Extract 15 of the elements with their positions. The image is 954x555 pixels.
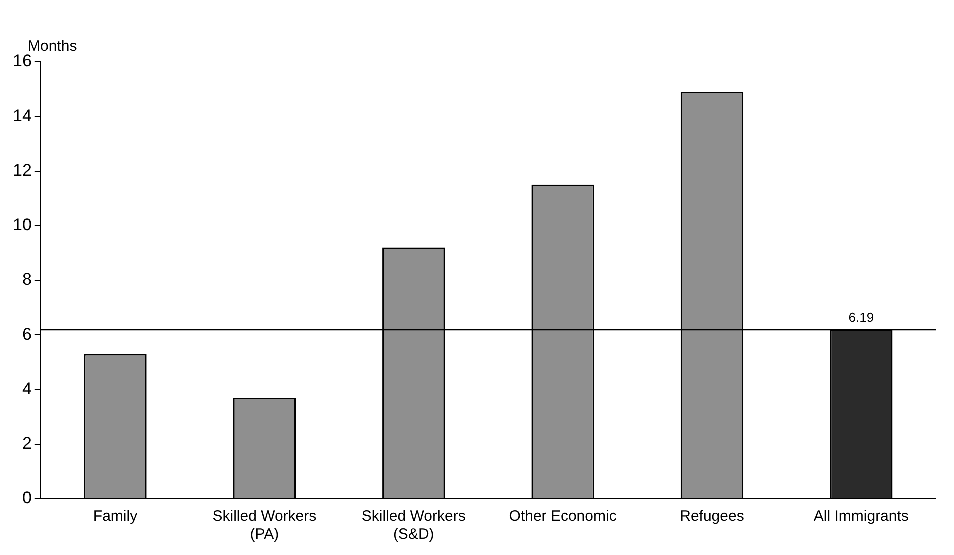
x-tick-label: Skilled Workers (PA) xyxy=(212,508,317,544)
x-tick-label: Other Economic xyxy=(509,508,618,526)
x-tick-label: Refugees xyxy=(680,508,744,526)
x-tick-label: Skilled Workers (S&D) xyxy=(362,508,466,544)
y-tick-label: 6 xyxy=(22,324,32,344)
y-tick-label: 4 xyxy=(22,379,32,398)
y-tick-label: 14 xyxy=(12,106,32,126)
y-tick-label: 12 xyxy=(12,160,32,180)
x-tick-label: Family xyxy=(93,508,138,526)
x-tick-label: All Immigrants xyxy=(814,508,909,526)
y-tick-label: 8 xyxy=(22,270,32,290)
y-tick-label: 0 xyxy=(22,488,32,508)
data-label: 6.19 xyxy=(848,310,874,325)
y-tick-label: 2 xyxy=(22,434,32,454)
y-tick-label: 10 xyxy=(12,216,32,235)
